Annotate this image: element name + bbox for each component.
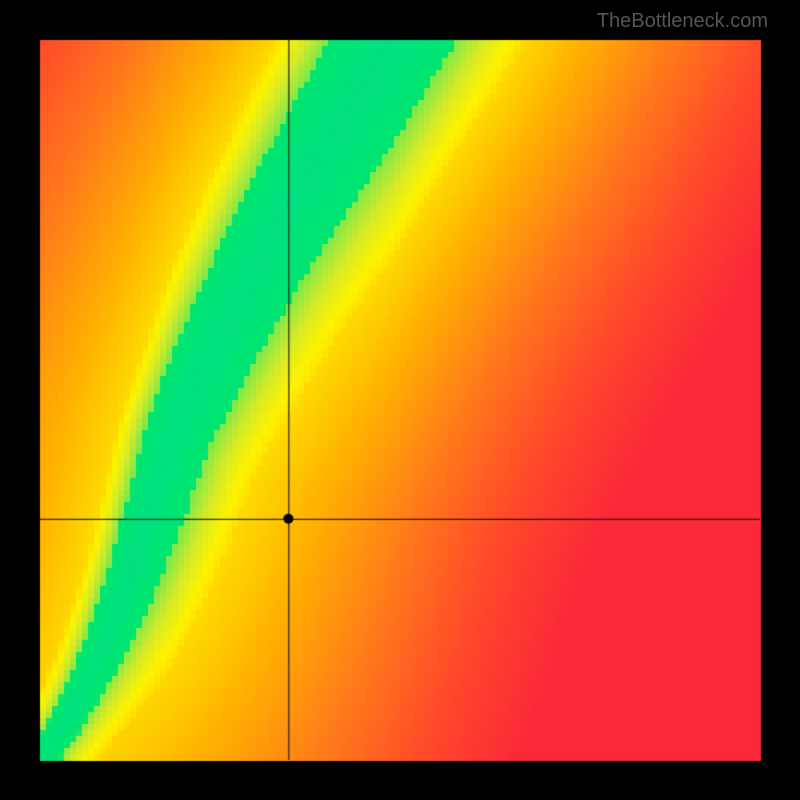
chart-container: TheBottleneck.com xyxy=(0,0,800,800)
bottleneck-heatmap xyxy=(0,0,800,800)
watermark-text: TheBottleneck.com xyxy=(597,10,768,33)
